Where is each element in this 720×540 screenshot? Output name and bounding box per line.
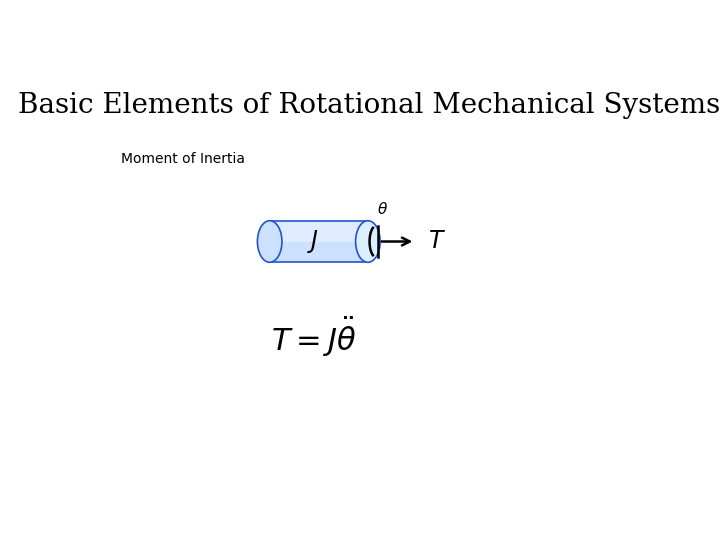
Text: Moment of Inertia: Moment of Inertia — [121, 152, 245, 166]
Ellipse shape — [258, 221, 282, 262]
Polygon shape — [270, 221, 368, 262]
Polygon shape — [270, 221, 368, 241]
Text: $T = J\ddot{\theta}$: $T = J\ddot{\theta}$ — [271, 315, 356, 359]
Text: $J$: $J$ — [307, 228, 319, 255]
Text: $T$: $T$ — [428, 230, 446, 253]
Text: $\theta$: $\theta$ — [377, 200, 389, 217]
Ellipse shape — [356, 221, 380, 262]
Text: Basic Elements of Rotational Mechanical Systems: Basic Elements of Rotational Mechanical … — [18, 92, 720, 119]
